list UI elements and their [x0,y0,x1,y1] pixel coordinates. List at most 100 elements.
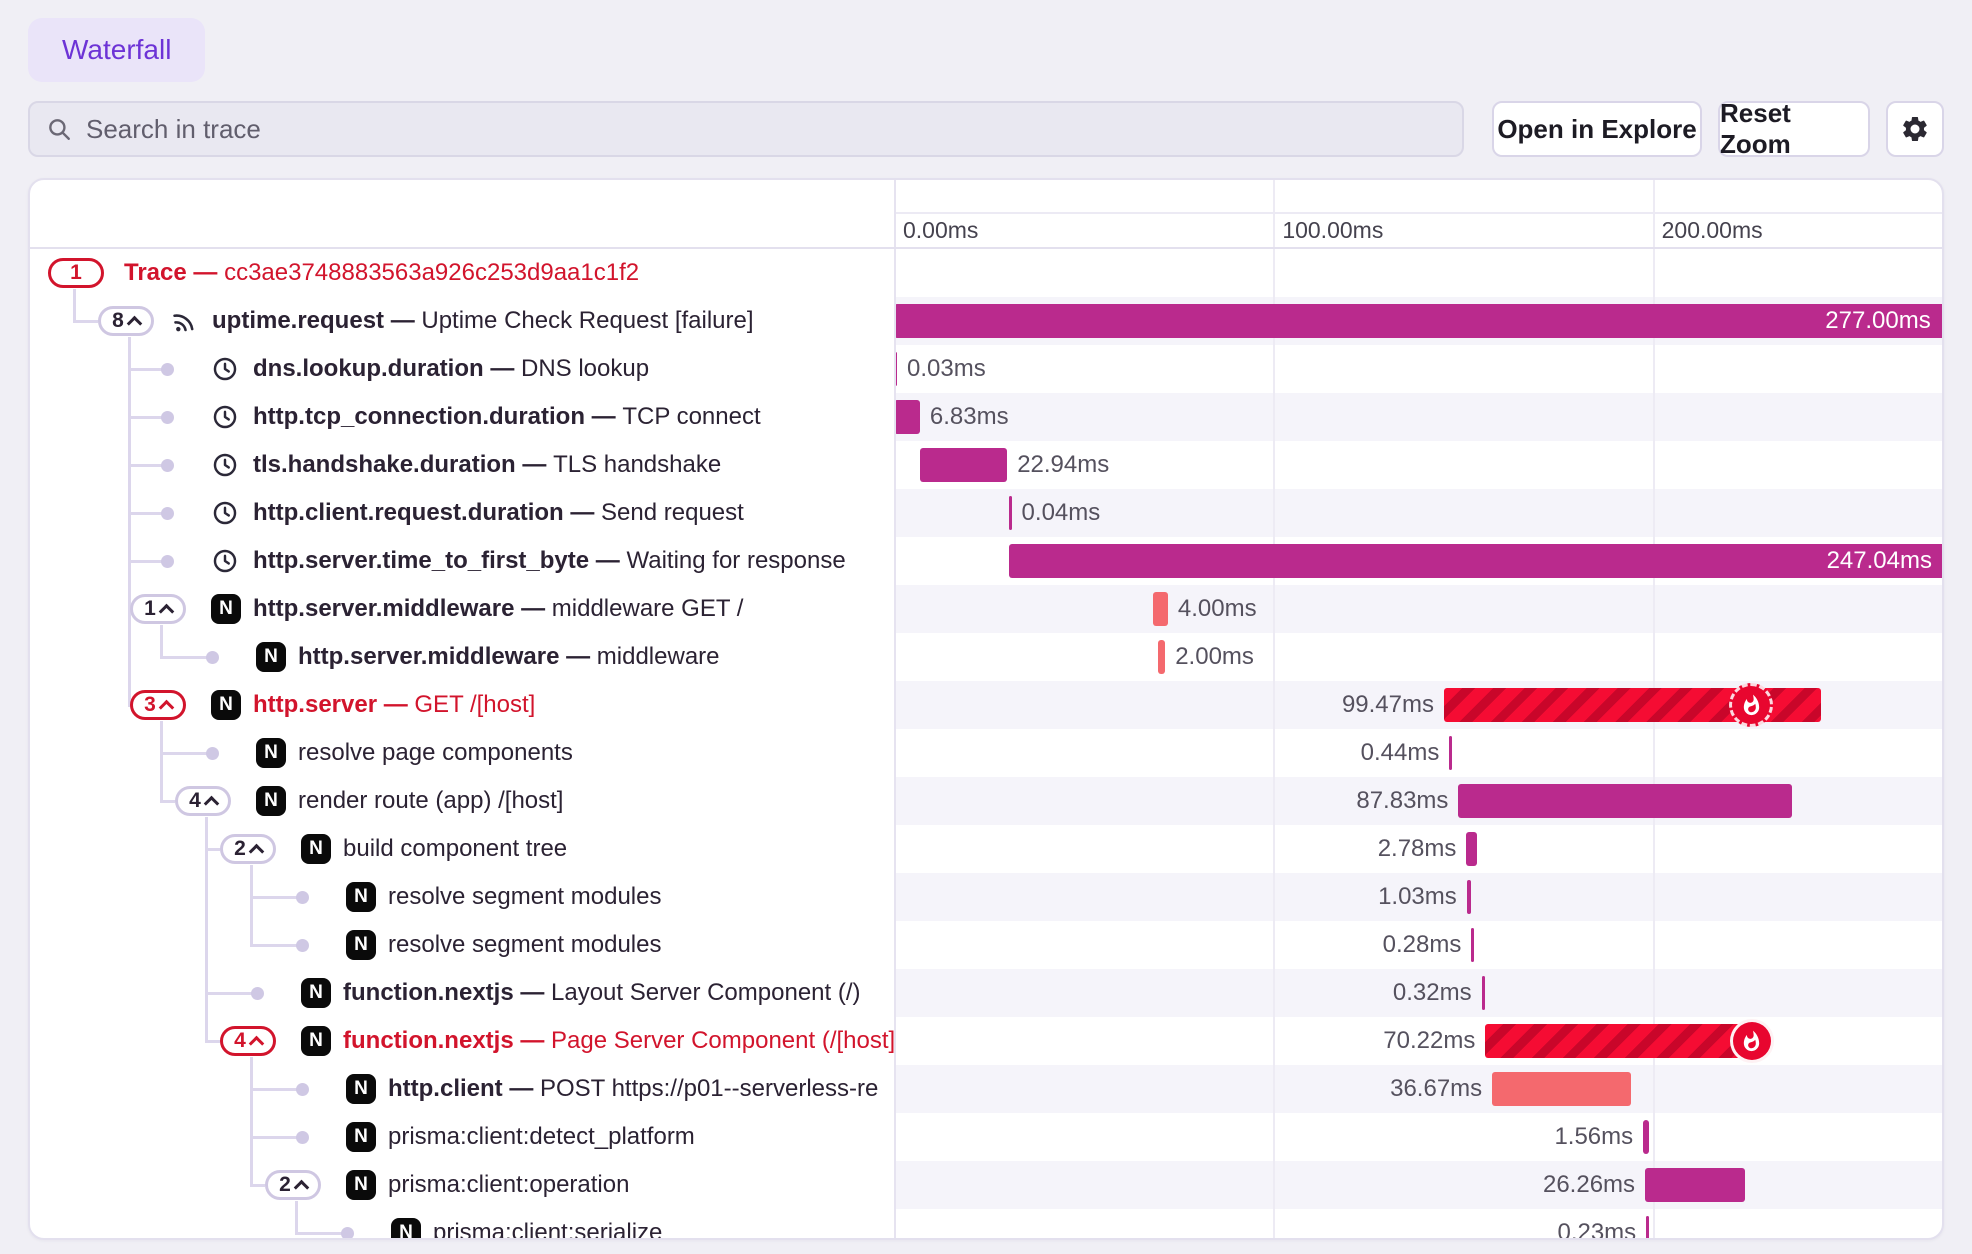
span-duration-bar[interactable] [1481,976,1485,1010]
span-op-name: http.server.middleware [253,595,515,622]
search-bar[interactable] [28,101,1464,157]
span-duration-bar[interactable] [1471,928,1475,962]
row-stripe [894,585,1942,633]
span-duration-bar[interactable] [1645,1168,1745,1202]
span-duration-bar[interactable] [1008,544,1942,578]
span-duration-bar[interactable] [1643,1120,1650,1154]
span-children-count-badge[interactable]: 4 [175,786,231,816]
span-description: cc3ae3748883563a926c253d9aa1c1f2 [224,259,640,286]
span-duration-label: 2.00ms [1175,643,1254,670]
span-duration-bar[interactable] [1152,592,1168,626]
span-children-count-badge[interactable]: 3 [130,690,186,720]
span-row[interactable]: http.client.request.duration — Send requ… [30,489,894,537]
span-children-count: 1 [144,597,156,620]
tree-connector [159,799,175,803]
tree-connector [127,337,131,707]
span-duration-bar[interactable] [1485,1024,1752,1058]
span-duration-bar[interactable] [1466,880,1471,914]
span-description: Layout Server Component (/) [551,979,861,1006]
span-title: resolve page components [298,729,573,777]
span-title: resolve segment modules [388,873,661,921]
panel-divider[interactable] [894,180,896,1238]
error-fire-icon[interactable] [1729,683,1774,727]
nextjs-icon: N [346,1170,376,1200]
span-duration-label: 1.03ms [1378,883,1457,910]
span-duration-bar[interactable] [1458,784,1792,818]
span-children-count-badge[interactable]: 2 [265,1170,321,1200]
search-input[interactable] [84,112,1446,146]
span-duration-bar[interactable] [920,448,1008,482]
span-op-name: prisma:client:operation [388,1171,630,1198]
nextjs-icon: N [301,834,331,864]
span-duration-label: 277.00ms [1825,307,1931,334]
span-duration-bar[interactable] [1008,496,1012,530]
span-duration-bar[interactable] [894,400,920,434]
row-stripe [894,1161,1942,1209]
tree-dot [160,554,174,568]
span-op-name: Trace [124,259,187,286]
tree-connector [127,703,130,707]
row-stripe [894,393,1942,441]
span-children-count-badge[interactable]: 1 [48,258,104,288]
span-duration-label: 0.23ms [1557,1219,1637,1240]
row-stripe [894,969,1942,1017]
span-row[interactable]: http.tcp_connection.duration — TCP conne… [30,393,894,441]
nextjs-icon: N [256,786,286,816]
tree-dot [295,890,309,904]
span-op-name: function.nextjs [343,1027,514,1054]
tree-connector [249,1087,302,1091]
span-description: Page Server Component (/[host]) [551,1027,894,1054]
span-op-name: http.server.middleware [298,643,560,670]
span-children-count: 2 [279,1173,291,1196]
settings-button[interactable] [1886,101,1944,157]
span-children-count-badge[interactable]: 8 [98,306,154,336]
row-stripe [894,873,1942,921]
reset-zoom-button[interactable]: Reset Zoom [1718,98,1870,159]
span-row[interactable]: http.server.time_to_first_byte — Waiting… [30,537,894,585]
clock-icon [213,453,237,477]
span-op-name: prisma:client:serialize [433,1219,663,1240]
span-row[interactable]: dns.lookup.duration — DNS lookup [30,345,894,393]
span-duration-bar[interactable] [1449,736,1453,770]
tree-connector [204,1039,220,1043]
trace-waterfall-panel: 0.00ms 100.00ms 200.00ms 1 Trace — cc3ae374… [28,178,1944,1240]
axis-tick-label: 200.00ms [1661,217,1763,243]
span-duration-bar[interactable] [1646,1216,1650,1238]
span-children-count-badge[interactable]: 1 [130,594,186,624]
span-duration-bar[interactable] [894,304,1942,338]
error-fire-icon[interactable] [1729,1019,1774,1063]
span-description: Uptime Check Request [failure] [421,307,754,334]
span-row[interactable]: tls.handshake.duration — TLS handshake [30,441,894,489]
span-duration-bar[interactable] [1466,832,1477,866]
span-children-count-badge[interactable]: 4 [220,1026,276,1056]
open-in-explore-button[interactable]: Open in Explore [1492,101,1702,157]
tab-waterfall[interactable]: Waterfall [28,18,206,82]
span-children-count-badge[interactable]: 2 [220,834,276,864]
span-duration-bar[interactable] [1157,640,1166,674]
span-title: resolve segment modules [388,921,661,969]
span-row[interactable]: 8 uptime.request — Uptime Check Request [… [30,297,894,345]
span-op-name: render route (app) /[host] [298,787,564,814]
span-duration-bar[interactable] [1492,1072,1632,1106]
reset-zoom-label: Reset Zoom [1720,98,1791,159]
tree-dot [295,938,309,952]
span-op-name: http.client.request.duration [253,499,564,526]
trace-row[interactable]: 1 Trace — cc3ae3748883563a926c253d9aa1c1f… [30,249,894,297]
tree-dot [160,506,174,520]
span-op-name: http.server.time_to_first_byte [253,547,590,574]
span-op-name: build component tree [343,835,568,862]
